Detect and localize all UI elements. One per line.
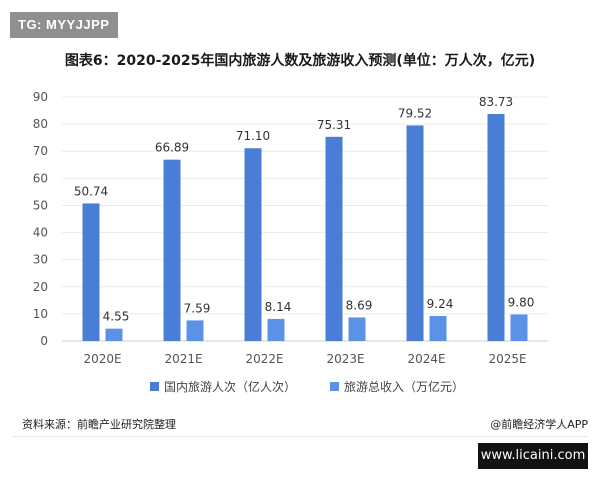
- bar-revenue: [348, 317, 366, 341]
- bar-revenue: [429, 315, 447, 341]
- legend-swatch: [330, 382, 339, 391]
- data-label: 8.14: [265, 300, 292, 314]
- data-label: 66.89: [155, 141, 189, 155]
- bar-tourists: [487, 113, 505, 342]
- x-tick-label: 2022E: [245, 352, 283, 366]
- bar-revenue: [510, 314, 528, 341]
- data-label: 7.59: [184, 301, 211, 315]
- y-tick-label: 30: [33, 253, 48, 267]
- bar-tourists: [244, 148, 262, 341]
- x-tick-label: 2023E: [326, 352, 364, 366]
- data-label: 9.24: [427, 297, 454, 311]
- legend-swatch: [150, 382, 159, 391]
- data-label: 83.73: [479, 95, 513, 109]
- legend-label: 旅游总收入（万亿元）: [344, 379, 464, 394]
- x-tick-label: 2024E: [407, 352, 445, 366]
- y-tick-label: 90: [33, 90, 48, 104]
- bar-chart: 0 10 20 30 40 50 60 70 80 90 50.74 4.55 2020E 66.89 7.…: [33, 90, 548, 394]
- data-label: 8.69: [346, 298, 373, 312]
- bar-revenue: [186, 320, 204, 341]
- bar-revenue: [105, 328, 123, 341]
- chart-title: 图表6：2020-2025年国内旅游人数及旅游收入预测(单位：万人次，亿元): [64, 53, 536, 69]
- y-tick-label: 80: [33, 117, 48, 131]
- y-tick-label: 40: [33, 226, 48, 240]
- y-tick-label: 0: [40, 334, 48, 348]
- legend-label: 国内旅游人次（亿人次）: [164, 379, 296, 394]
- bar-revenue: [267, 318, 285, 341]
- x-tick-label: 2021E: [164, 352, 202, 366]
- bar-tourists: [325, 136, 343, 341]
- data-label: 9.80: [508, 295, 535, 309]
- data-label: 50.74: [74, 184, 108, 198]
- source-note: 资料来源：前瞻产业研究院整理: [22, 418, 176, 431]
- y-tick-label: 50: [33, 198, 48, 212]
- data-label: 4.55: [103, 310, 130, 324]
- y-tick-label: 70: [33, 144, 48, 158]
- x-tick-label: 2020E: [83, 352, 121, 366]
- bar-tourists: [82, 203, 100, 341]
- credit-note: @前瞻经济学人APP: [490, 418, 588, 431]
- bar-tourists: [406, 125, 424, 341]
- data-label: 71.10: [236, 129, 270, 143]
- y-tick-label: 20: [33, 280, 48, 294]
- data-label: 75.31: [317, 118, 351, 132]
- x-tick-label: 2025E: [488, 352, 526, 366]
- footer-divider: [12, 436, 588, 437]
- tg-badge: TG: MYYJJPP: [10, 12, 118, 38]
- site-badge: www.licaini.com: [478, 443, 588, 469]
- y-tick-label: 10: [33, 307, 48, 321]
- bar-tourists: [163, 159, 181, 341]
- y-tick-label: 60: [33, 171, 48, 185]
- data-label: 79.52: [398, 106, 432, 120]
